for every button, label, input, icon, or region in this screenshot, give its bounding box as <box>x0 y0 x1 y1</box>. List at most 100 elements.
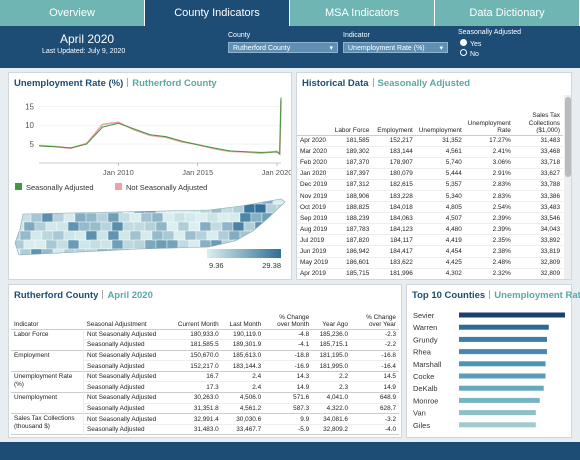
table-cell: -2.3 <box>384 330 396 338</box>
table-row: Seasonally Adjusted 17.3 2.4 14.9 2.3 14.9 <box>11 382 399 393</box>
table-cell: 32,809 <box>540 259 560 267</box>
county-dropdown[interactable]: Rutherford County ▾ <box>228 42 338 53</box>
map-cell <box>173 230 186 241</box>
tab[interactable]: County Indicators <box>145 0 290 26</box>
table-cell: 181,585 <box>346 137 370 145</box>
table-cell: 33,468 <box>540 148 560 156</box>
table-cell: 189,301.9 <box>232 341 262 349</box>
table-cell: 185,715 <box>346 270 370 278</box>
map-cell <box>283 248 285 255</box>
map-cell <box>78 239 91 250</box>
table-cell: Jul 2019 <box>300 236 325 244</box>
table-row: Jun 2019 186,942 184,417 4,454 2.38% 33,819 <box>297 246 563 258</box>
radio-option[interactable]: Yes <box>460 39 481 49</box>
table-cell: 4,425 <box>445 259 462 267</box>
map-cell <box>210 221 223 232</box>
table-cell: 33,892 <box>540 236 560 244</box>
table-cell: 4,322.0 <box>326 404 348 412</box>
table-cell: 178,907 <box>389 159 413 167</box>
table-row: Seasonally Adjusted 31,483.0 33,467.7 -5.9 3… <box>11 424 399 435</box>
map-cell <box>85 248 98 255</box>
tab[interactable]: Data Dictionary <box>435 0 580 26</box>
table-cell: 2.48% <box>492 259 511 267</box>
map-cell <box>134 258 145 267</box>
map-cell <box>272 230 285 241</box>
table-row: Sep 2019 188,239 184,063 4,507 2.39% 33,546 <box>297 213 563 224</box>
table-cell: 5,740 <box>445 159 462 167</box>
legend-swatch <box>15 183 22 190</box>
table-cell: 2.32% <box>492 270 511 278</box>
map-cell <box>101 258 112 267</box>
map-cell <box>239 199 252 205</box>
map-cell <box>233 258 244 267</box>
map-cell <box>118 199 131 205</box>
county-label: County <box>228 32 251 39</box>
table-cell: 152,217.0 <box>190 362 219 370</box>
bar <box>459 361 546 367</box>
bar <box>459 422 536 428</box>
map-cell <box>177 203 190 214</box>
header-cell: % Change over Month <box>277 313 310 329</box>
map-cell <box>122 221 135 232</box>
map-cell <box>144 221 157 232</box>
table-cell: 14.3 <box>296 373 310 381</box>
bar <box>459 385 544 391</box>
indicator-cell: Unemployment Rate (%) <box>11 371 84 393</box>
bar-label: Grundy <box>413 335 438 344</box>
map-cell <box>276 203 285 214</box>
map-cell <box>15 230 21 241</box>
map-cell <box>85 230 98 241</box>
table-cell: -3.2 <box>384 415 396 423</box>
table-row: Jul 2019 187,820 184,117 4,419 2.35% 33,892 <box>297 235 563 246</box>
bar-label: DeKalb <box>413 384 438 393</box>
map-cell <box>167 258 178 267</box>
sa-options: Yes No <box>460 39 481 59</box>
table-cell: May 2019 <box>300 259 329 267</box>
map-cell <box>56 203 69 214</box>
map-cell <box>283 212 285 223</box>
table-row: Seasonally Adjusted 31,351.8 4,561.2 587.3 4… <box>11 403 399 414</box>
series-line <box>38 99 282 156</box>
header-cell: Seasonal Adjustment <box>86 321 147 328</box>
map-cell <box>195 248 208 255</box>
map-cell <box>184 248 197 255</box>
tab[interactable]: Overview <box>0 0 145 26</box>
map-cell <box>52 212 65 223</box>
map-cell <box>133 239 146 250</box>
map-cell <box>19 199 32 205</box>
table-row: Apr 2019 185,715 181,996 4,302 2.32% 32,809 <box>297 268 563 279</box>
map-cell <box>254 221 267 232</box>
table-cell: Feb 2020 <box>300 159 328 167</box>
map-cell <box>144 239 157 250</box>
table-cell: 182,615 <box>389 181 413 189</box>
map-cell <box>184 230 197 241</box>
indicator-dropdown[interactable]: Unemployment Rate (%) ▾ <box>343 42 448 53</box>
header-cell: Unemployment Rate <box>467 119 511 135</box>
map-cell <box>232 221 245 232</box>
table-cell: 4,454 <box>445 247 462 255</box>
map-cell <box>206 212 219 223</box>
line-title: Unemployment Rate (%) Rutherford County <box>14 78 217 89</box>
table-cell: 181,195.0 <box>319 351 348 359</box>
map-cell <box>19 248 32 255</box>
legend-max: 29.38 <box>262 261 281 270</box>
table-cell: 4,041.0 <box>326 394 348 402</box>
map-cell <box>15 199 21 205</box>
table-cell: 4,561.2 <box>239 404 262 412</box>
map-cell <box>74 199 87 205</box>
table-cell: -4.0 <box>384 426 396 434</box>
map-cell <box>140 212 153 223</box>
table-cell: 2.39% <box>492 214 511 222</box>
table-cell: 4,506.0 <box>239 394 262 402</box>
map-cell <box>41 230 54 241</box>
month: April 2020 <box>60 32 115 46</box>
table-cell: 33,718 <box>540 159 560 167</box>
map-cell <box>13 258 24 267</box>
scrollbar[interactable] <box>564 95 571 279</box>
table-row: Jan 2020 187,397 180,079 5,444 2.91% 33,627 <box>297 168 563 180</box>
bar-label: Van <box>413 409 426 418</box>
tab[interactable]: MSA Indicators <box>290 0 435 26</box>
radio-option[interactable]: No <box>460 49 481 59</box>
historical-table: Labor Force Employment Unemployment Unemplo… <box>297 95 563 279</box>
